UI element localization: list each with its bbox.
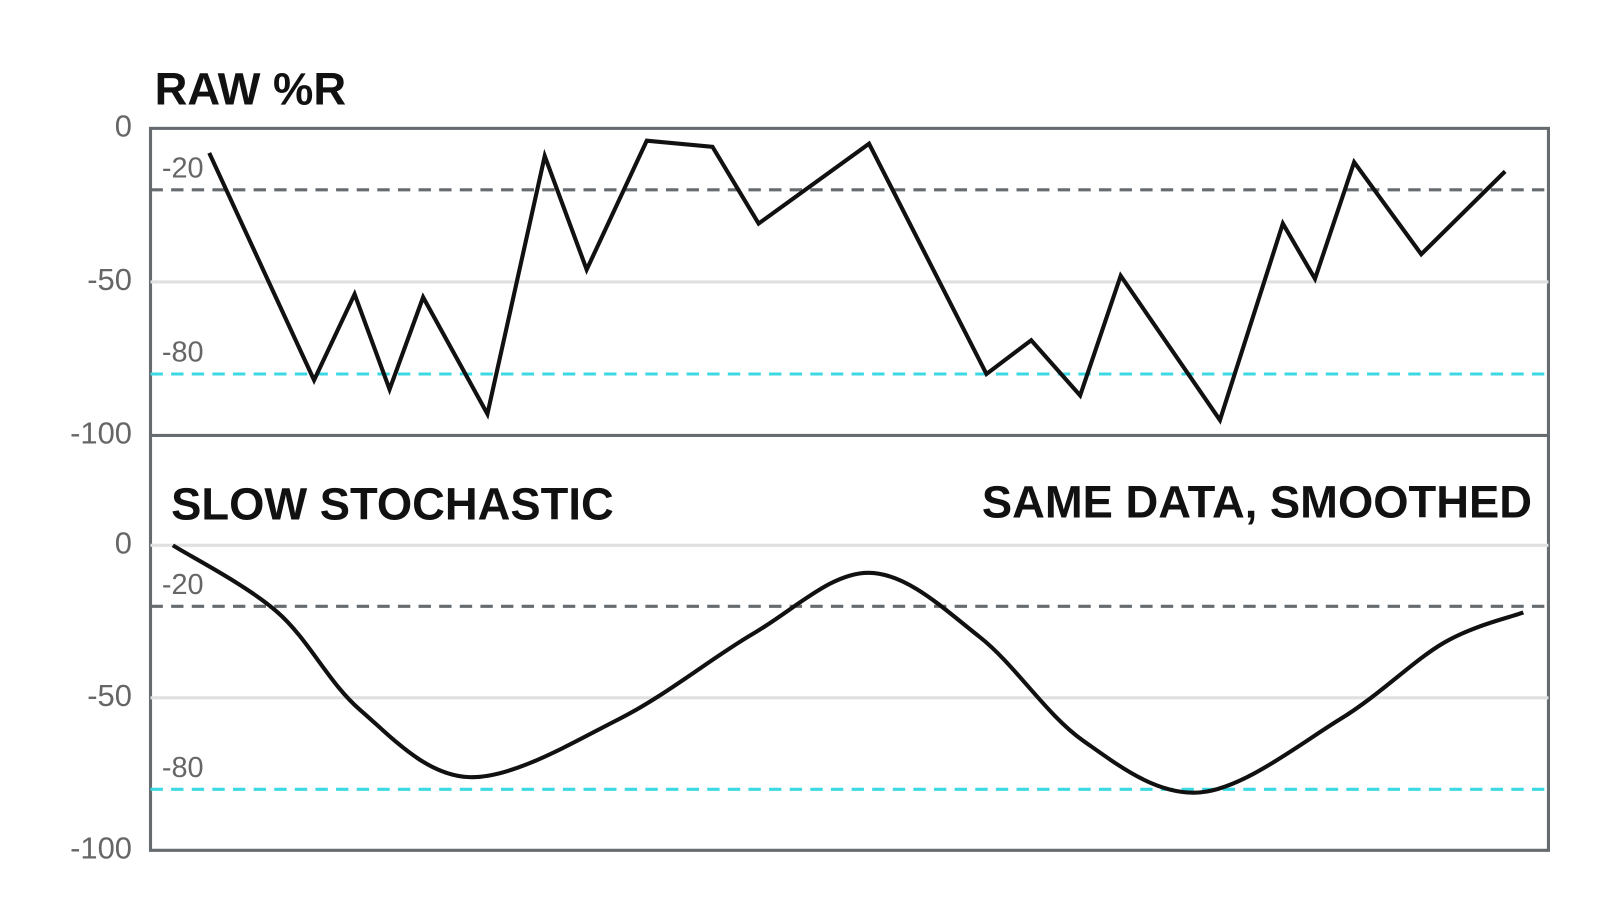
chart-title: RAW %R <box>155 64 346 115</box>
line <box>207 138 1507 425</box>
y-tick-label: 0 <box>115 109 132 144</box>
reference-label: -20 <box>162 153 204 185</box>
y-tick-label: -100 <box>70 416 132 451</box>
chart-title: SLOW STOCHASTIC <box>171 479 614 530</box>
y-tick-label: -50 <box>87 678 132 713</box>
annotation: SAME DATA, SMOOTHED <box>982 477 1532 528</box>
y-tick-label: 0 <box>115 526 132 561</box>
line <box>171 543 1525 795</box>
reference-label: -20 <box>162 569 204 601</box>
y-tick-label: -50 <box>87 262 132 297</box>
y-tick-label: -100 <box>70 831 132 866</box>
reference-label: -80 <box>162 752 204 784</box>
plots: 0 -50 -100 -20 -80 0 -50 -100 -20 -80 <box>70 109 1549 866</box>
reference-label: -80 <box>162 337 204 369</box>
bottom-frame <box>148 435 1550 852</box>
